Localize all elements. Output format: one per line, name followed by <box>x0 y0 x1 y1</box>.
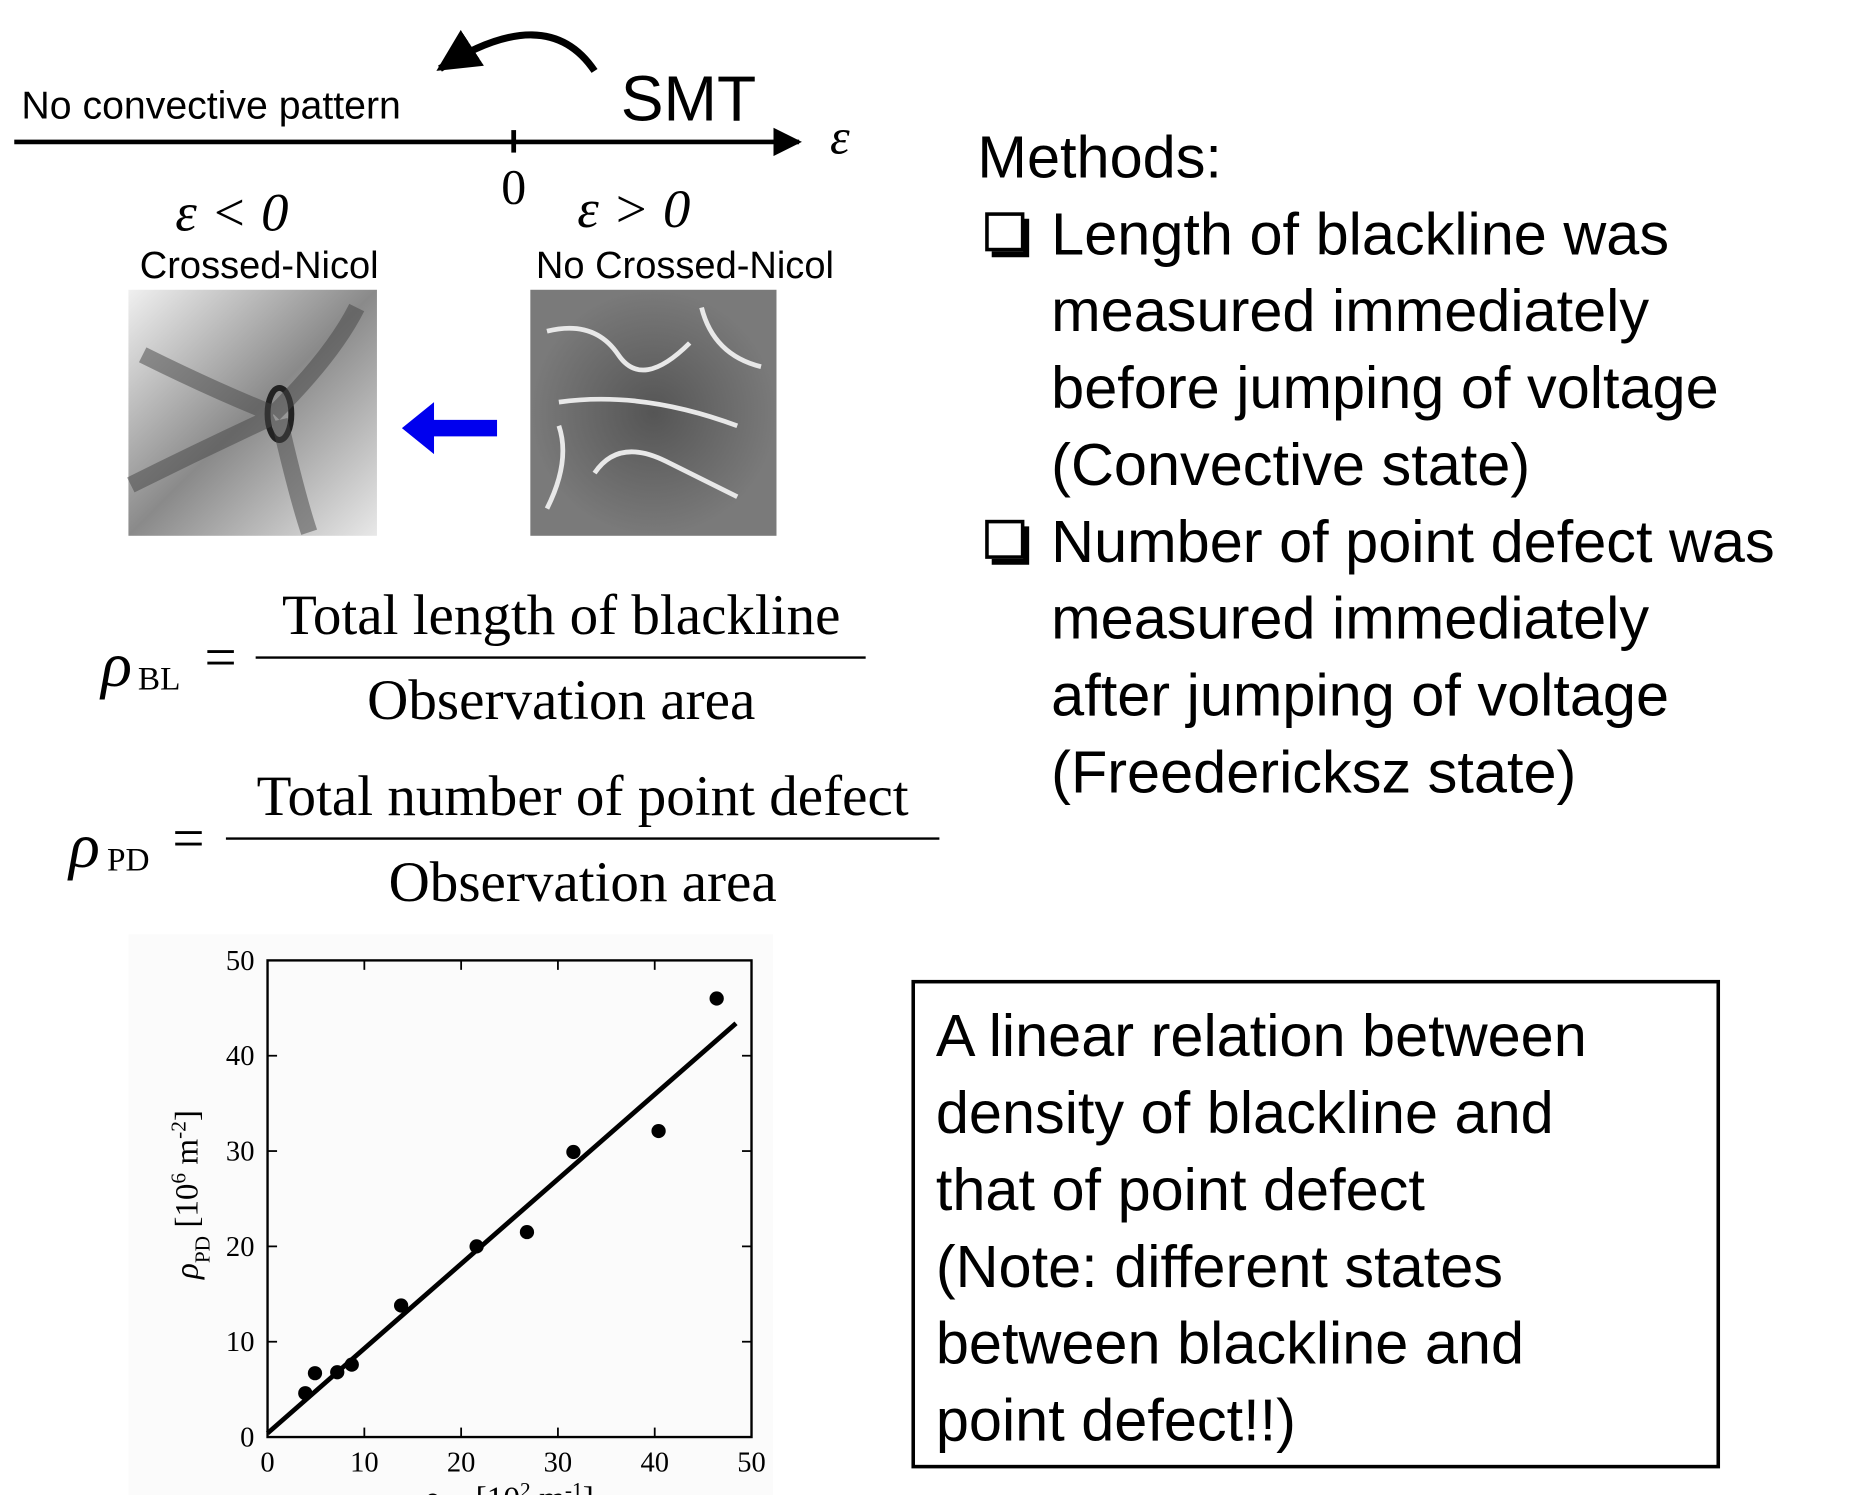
denominator: Observation area <box>367 669 755 732</box>
conclusion-line: A linear relation between <box>936 1002 1587 1069</box>
equals: = <box>205 627 237 690</box>
denominator: Observation area <box>389 851 777 914</box>
page: No convective pattern SMT ε 0 ε < 0 ε > … <box>0 0 1855 1495</box>
y-tick-label: 30 <box>226 1137 255 1168</box>
method-line: before jumping of voltage <box>1051 354 1718 421</box>
point <box>345 1357 359 1371</box>
conclusion-line: point defect!!) <box>936 1387 1296 1454</box>
x-tick-label: 20 <box>447 1447 476 1478</box>
subscript: BL <box>138 661 181 698</box>
y-tick-label: 40 <box>226 1041 255 1072</box>
x-tick-label: 50 <box>737 1447 766 1478</box>
y-tick-label: 10 <box>226 1327 255 1358</box>
blue-arrow <box>402 402 497 454</box>
method-line: (Freedericksz state) <box>1051 739 1576 806</box>
point <box>710 991 724 1005</box>
equals: = <box>172 808 204 871</box>
symbol: ρ <box>67 810 100 881</box>
axis-symbol: ε <box>830 110 850 165</box>
subscript: PD <box>107 842 150 879</box>
equation: ρ PD = Total number of point defect Obse… <box>67 765 939 914</box>
right-caption: No Crossed-Nicol <box>536 245 834 287</box>
slide: No convective pattern SMT ε 0 ε < 0 ε > … <box>0 0 1855 1495</box>
point <box>520 1225 534 1239</box>
chart-background <box>128 934 772 1495</box>
y-tick-label: 0 <box>240 1423 254 1454</box>
x-tick-label: 30 <box>544 1447 573 1478</box>
conclusion-line: density of blackline and <box>936 1079 1554 1146</box>
label-part: ] <box>583 1480 594 1495</box>
numerator: Total length of blackline <box>282 584 841 647</box>
checkbox <box>987 214 1023 249</box>
methods-title: Methods: <box>977 124 1221 191</box>
point <box>651 1124 665 1138</box>
label-part: ρ <box>168 1263 205 1280</box>
label-part: [10 <box>467 1480 520 1495</box>
label-part: [10 <box>168 1184 205 1236</box>
label-part: 2 <box>520 1478 531 1495</box>
point <box>566 1145 580 1159</box>
left-label: No convective pattern <box>21 84 400 127</box>
label-part: ρ <box>423 1480 440 1495</box>
label-part: 6 <box>166 1173 190 1184</box>
point <box>469 1239 483 1253</box>
transition-arrow <box>440 35 595 71</box>
right-condition: ε > 0 <box>577 178 690 239</box>
x-tick-label: 10 <box>350 1447 379 1478</box>
label-part: PD <box>190 1236 214 1263</box>
point <box>394 1298 408 1312</box>
label-part: m <box>531 1480 565 1495</box>
method-line: (Convective state) <box>1051 431 1530 498</box>
method-line: after jumping of voltage <box>1051 662 1669 729</box>
conclusion-line: that of point defect <box>936 1156 1426 1223</box>
label-part: m <box>168 1139 205 1173</box>
x-tick-label: 0 <box>260 1447 274 1478</box>
conclusion: A linear relation between density of blac… <box>936 1002 1587 1453</box>
method-line: measured immediately <box>1051 585 1649 652</box>
checkbox <box>987 522 1023 557</box>
label-part: -1 <box>565 1478 583 1495</box>
method-line: Number of point defect was <box>1051 508 1775 575</box>
method-line: Length of blackline was <box>1051 200 1669 267</box>
zero-label: 0 <box>501 160 526 215</box>
conclusion-line: (Note: different states <box>936 1233 1503 1300</box>
transition-label: SMT <box>621 63 757 135</box>
methods-list: Length of blackline was measured immediat… <box>987 200 1775 805</box>
point <box>330 1365 344 1379</box>
point <box>298 1386 312 1400</box>
equation: ρ BL = Total length of blackline Observa… <box>99 584 866 732</box>
label-part: ] <box>168 1110 205 1121</box>
left-caption: Crossed-Nicol <box>140 245 379 287</box>
y-tick-label: 50 <box>226 946 255 977</box>
x-tick-label: 40 <box>640 1447 669 1478</box>
left-condition: ε < 0 <box>175 182 288 243</box>
label-part: -2 <box>166 1121 190 1139</box>
y-tick-label: 20 <box>226 1232 255 1263</box>
conclusion-line: between blackline and <box>936 1310 1524 1377</box>
method-line: measured immediately <box>1051 277 1649 344</box>
numerator: Total number of point defect <box>257 765 909 828</box>
point <box>308 1366 322 1380</box>
symbol: ρ <box>99 629 132 700</box>
